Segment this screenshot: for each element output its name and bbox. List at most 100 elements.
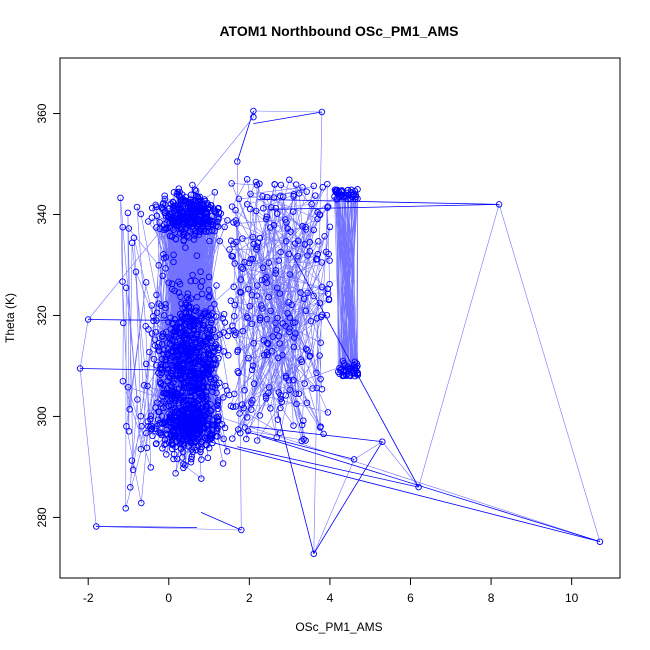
data-point bbox=[165, 318, 172, 326]
data-point bbox=[148, 330, 156, 337]
data-point bbox=[185, 302, 193, 310]
data-point bbox=[169, 320, 177, 328]
data-point bbox=[303, 188, 310, 195]
data-point bbox=[235, 369, 242, 377]
data-point bbox=[153, 425, 160, 433]
data-point bbox=[209, 383, 216, 391]
data-point bbox=[339, 372, 347, 379]
data-point bbox=[298, 358, 306, 366]
data-point bbox=[162, 361, 169, 369]
data-point bbox=[165, 439, 173, 446]
data-point bbox=[204, 454, 212, 462]
data-point bbox=[166, 340, 174, 347]
data-point bbox=[202, 402, 210, 410]
data-point bbox=[354, 195, 361, 202]
data-point bbox=[172, 205, 179, 213]
data-point bbox=[178, 359, 186, 367]
data-point bbox=[186, 417, 193, 425]
data-point bbox=[158, 431, 165, 439]
data-point bbox=[252, 178, 260, 186]
series-connector bbox=[253, 111, 322, 125]
data-point bbox=[300, 295, 308, 303]
data-point bbox=[270, 194, 278, 201]
data-point bbox=[351, 358, 359, 366]
data-point bbox=[173, 207, 180, 214]
data-point bbox=[278, 398, 286, 406]
data-point bbox=[176, 223, 183, 231]
data-point bbox=[189, 360, 197, 367]
x-tick-label: 0 bbox=[165, 591, 172, 605]
data-point bbox=[379, 438, 386, 445]
data-point bbox=[153, 309, 161, 316]
data-point bbox=[306, 353, 313, 360]
data-point bbox=[159, 332, 166, 340]
data-point bbox=[188, 437, 195, 444]
data-point bbox=[230, 283, 237, 291]
data-point bbox=[165, 279, 172, 286]
data-point bbox=[204, 426, 211, 433]
data-point bbox=[185, 309, 193, 316]
data-point bbox=[310, 182, 318, 190]
data-point bbox=[156, 365, 164, 373]
data-point bbox=[187, 334, 195, 341]
data-point bbox=[168, 439, 176, 447]
data-point bbox=[265, 293, 272, 301]
data-point bbox=[310, 550, 318, 558]
data-point bbox=[224, 217, 231, 224]
data-point bbox=[300, 436, 307, 443]
data-point bbox=[129, 466, 137, 474]
data-point bbox=[323, 311, 331, 319]
data-point bbox=[212, 313, 220, 320]
data-point bbox=[263, 349, 271, 356]
data-point bbox=[285, 377, 293, 384]
data-point bbox=[307, 317, 315, 325]
data-point bbox=[229, 322, 236, 330]
series-lines bbox=[79, 110, 601, 554]
data-point bbox=[252, 207, 260, 215]
data-point bbox=[142, 322, 149, 330]
data-point bbox=[250, 107, 257, 115]
data-point bbox=[199, 216, 206, 224]
data-point bbox=[147, 464, 155, 471]
data-point bbox=[284, 310, 291, 317]
data-point bbox=[170, 332, 178, 340]
data-point bbox=[208, 319, 215, 327]
data-point bbox=[182, 193, 189, 201]
data-point bbox=[182, 301, 190, 309]
data-point bbox=[162, 212, 170, 220]
data-point bbox=[179, 448, 187, 456]
data-point bbox=[228, 180, 235, 187]
data-point bbox=[286, 271, 294, 278]
data-point bbox=[189, 344, 197, 352]
data-point bbox=[168, 401, 175, 409]
data-point bbox=[318, 108, 326, 116]
data-point bbox=[241, 386, 248, 394]
data-point bbox=[182, 244, 189, 251]
data-point bbox=[172, 470, 179, 477]
data-point bbox=[302, 307, 310, 315]
data-point bbox=[180, 460, 187, 468]
data-point bbox=[227, 297, 235, 305]
data-point bbox=[250, 340, 257, 347]
data-point bbox=[223, 448, 231, 455]
data-point bbox=[277, 404, 284, 412]
data-point bbox=[177, 201, 184, 209]
data-point bbox=[260, 205, 267, 212]
data-point bbox=[162, 353, 170, 361]
data-point bbox=[142, 279, 150, 286]
data-point bbox=[120, 319, 127, 327]
data-point bbox=[267, 405, 274, 412]
data-point bbox=[178, 324, 186, 332]
data-point bbox=[216, 331, 223, 338]
data-point bbox=[165, 410, 173, 417]
x-axis-label: OSc_PM1_AMS bbox=[295, 620, 382, 634]
data-point bbox=[153, 440, 160, 447]
data-point bbox=[211, 343, 218, 350]
y-axis: 280 300 320 340 360 bbox=[35, 103, 60, 527]
data-point bbox=[300, 417, 307, 424]
data-point bbox=[295, 390, 303, 397]
data-point bbox=[93, 523, 100, 530]
data-point bbox=[596, 538, 604, 545]
data-point bbox=[188, 455, 195, 463]
